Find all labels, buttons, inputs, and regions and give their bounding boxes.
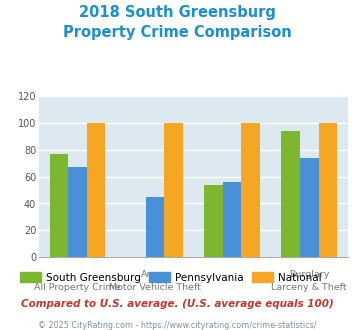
Bar bbox=[69, 167, 87, 257]
Text: Burglary: Burglary bbox=[289, 270, 329, 279]
Legend: South Greensburg, Pennsylvania, National: South Greensburg, Pennsylvania, National bbox=[16, 268, 326, 287]
Text: Larceny & Theft: Larceny & Theft bbox=[272, 283, 347, 292]
Bar bbox=[204, 185, 223, 257]
Bar bbox=[87, 123, 105, 257]
Bar bbox=[300, 158, 318, 257]
Bar bbox=[146, 197, 164, 257]
Text: Motor Vehicle Theft: Motor Vehicle Theft bbox=[109, 283, 201, 292]
Text: Arson: Arson bbox=[141, 270, 169, 279]
Text: Compared to U.S. average. (U.S. average equals 100): Compared to U.S. average. (U.S. average … bbox=[21, 299, 334, 309]
Bar bbox=[318, 123, 337, 257]
Text: All Property Crime: All Property Crime bbox=[34, 283, 121, 292]
Bar bbox=[241, 123, 260, 257]
Bar bbox=[223, 182, 241, 257]
Bar bbox=[282, 131, 300, 257]
Bar bbox=[164, 123, 183, 257]
Text: © 2025 CityRating.com - https://www.cityrating.com/crime-statistics/: © 2025 CityRating.com - https://www.city… bbox=[38, 321, 317, 330]
Text: Property Crime Comparison: Property Crime Comparison bbox=[63, 25, 292, 40]
Text: 2018 South Greensburg: 2018 South Greensburg bbox=[79, 5, 276, 20]
Bar bbox=[50, 154, 69, 257]
